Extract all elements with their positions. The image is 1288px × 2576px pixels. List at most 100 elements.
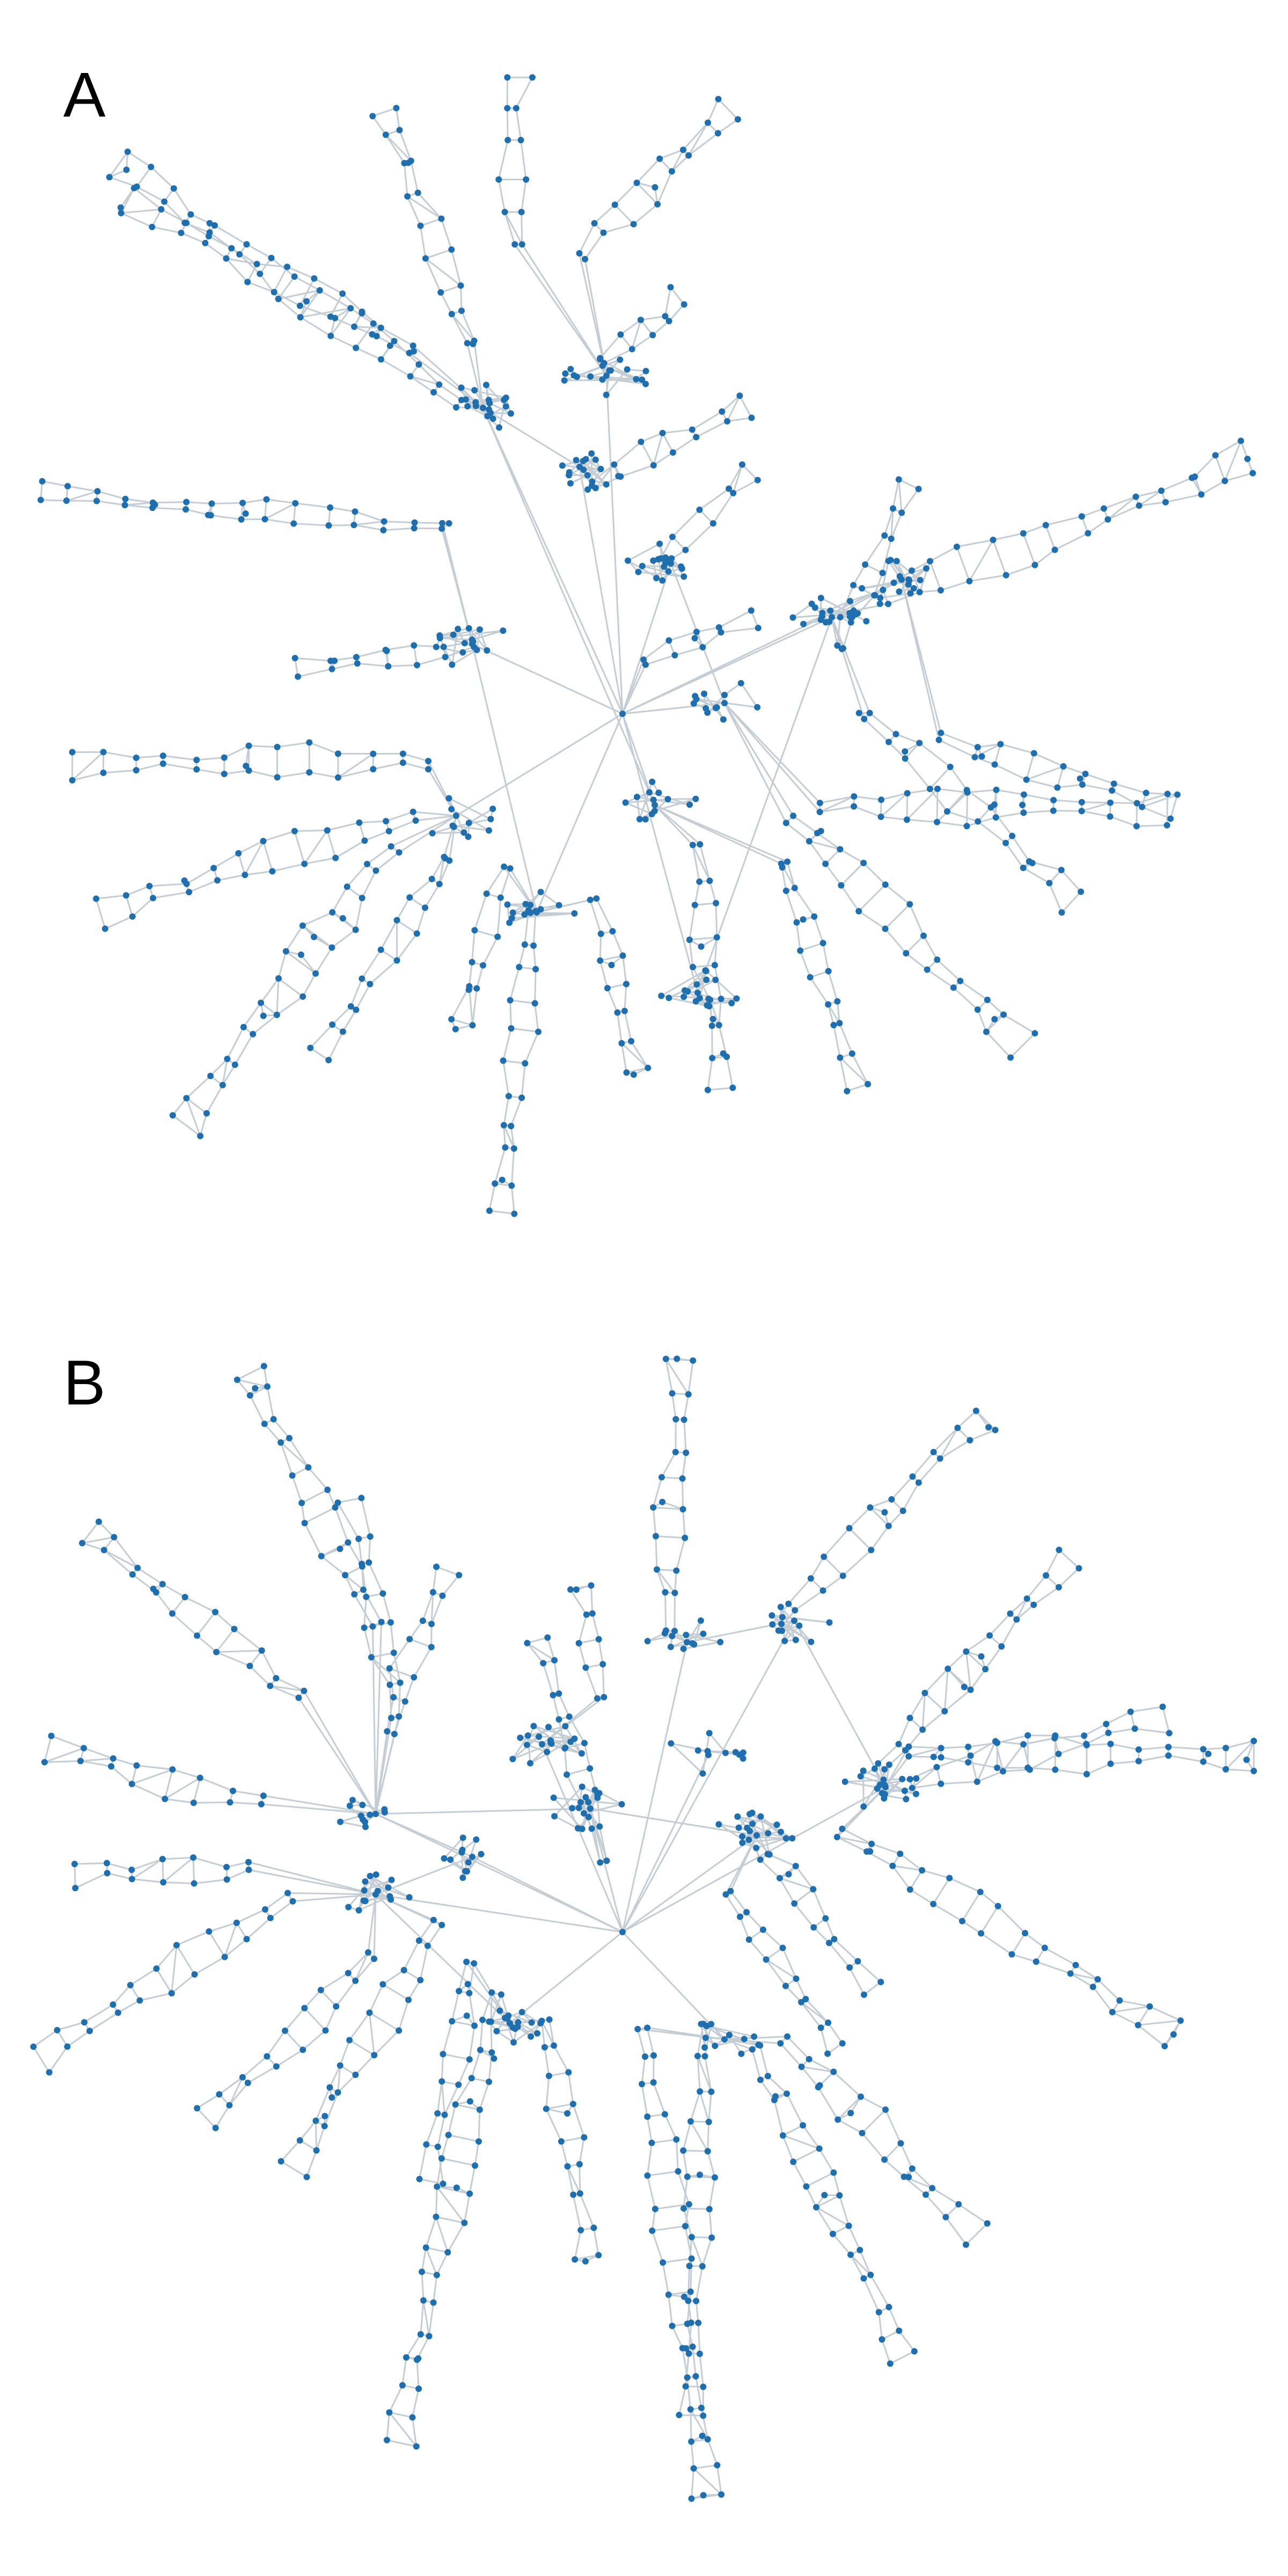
graph-edge <box>131 1858 163 1880</box>
graph-edge <box>990 807 1013 837</box>
graph-edge <box>941 1746 969 1749</box>
graph-node <box>243 1936 250 1943</box>
graph-edge <box>938 739 976 758</box>
graph-edge <box>911 2168 933 2189</box>
graph-edge <box>230 1801 261 1805</box>
graph-edge <box>1002 1768 1030 1772</box>
graph-node <box>577 2227 584 2234</box>
graph-node <box>471 1960 478 1967</box>
graph-edge <box>97 490 126 500</box>
graph-edge <box>933 1903 963 1922</box>
graph-edge <box>503 1125 506 1148</box>
graph-node <box>654 201 661 208</box>
graph-edge <box>518 944 526 968</box>
graph-edge <box>1081 801 1110 804</box>
graph-edge <box>244 840 264 875</box>
graph-node <box>926 785 933 792</box>
graph-edge <box>408 1620 424 1640</box>
graph-node <box>387 843 394 850</box>
graph-edge <box>655 1535 685 1539</box>
graph-node <box>882 2106 889 2113</box>
graph-edge <box>490 2022 493 2053</box>
graph-node <box>345 1539 352 1546</box>
graph-edge <box>304 857 336 865</box>
graph-node <box>583 1611 590 1618</box>
graph-edge <box>496 2030 514 2043</box>
graph-edge <box>636 158 661 184</box>
graph-node <box>46 2069 53 2076</box>
graph-node <box>260 1363 267 1370</box>
graph-node <box>599 376 606 383</box>
graph-node <box>531 1000 538 1007</box>
graph-edge <box>651 2230 664 2263</box>
graph-edge <box>901 579 942 734</box>
graph-edge <box>707 694 726 713</box>
graph-node <box>781 1637 788 1644</box>
graph-edge <box>451 649 478 665</box>
graph-node <box>471 387 478 394</box>
graph-edge <box>816 2194 840 2208</box>
graph-edge <box>692 964 715 968</box>
graph-edge <box>966 789 992 808</box>
graph-edge <box>832 1024 841 1058</box>
graph-edge <box>678 2386 686 2416</box>
graph-node <box>587 896 594 903</box>
graph-node <box>881 1766 888 1773</box>
graph-node <box>735 1824 742 1831</box>
graph-edge <box>273 1418 290 1439</box>
graph-edge <box>118 2000 141 2014</box>
graph-edge <box>213 852 239 869</box>
graph-edge <box>247 281 275 293</box>
graph-node <box>369 331 376 338</box>
graph-node <box>1060 763 1067 770</box>
graph-edge <box>624 1011 632 1042</box>
graph-node <box>1223 1745 1230 1752</box>
graph-edge <box>696 626 720 633</box>
graph-edge <box>372 323 395 342</box>
graph-edge <box>759 2079 775 2101</box>
graph-edge <box>687 2266 691 2301</box>
graph-edge <box>321 1548 341 1557</box>
graph-node <box>712 976 719 983</box>
graph-node <box>614 1009 621 1016</box>
graph-edge <box>278 977 304 998</box>
graph-edge <box>276 2049 304 2067</box>
graph-edge <box>895 733 920 744</box>
graph-node <box>329 1021 336 1028</box>
graph-node <box>114 2009 121 2016</box>
graph-edge <box>579 466 624 714</box>
graph-edge <box>949 766 968 791</box>
graph-edge <box>767 2075 788 2095</box>
graph-edge <box>1034 752 1064 767</box>
graph-edge <box>215 1628 235 1653</box>
graph-edge <box>553 1797 583 1829</box>
graph-edge <box>940 732 978 748</box>
graph-edge <box>441 2157 475 2167</box>
graph-edge <box>909 1870 923 1890</box>
graph-edge <box>765 1947 784 1960</box>
graph-node <box>258 1801 265 1807</box>
graph-edge <box>564 1748 568 1775</box>
graph-edge <box>425 258 462 287</box>
graph-edge <box>310 1024 333 1049</box>
graph-node <box>582 1794 589 1801</box>
graph-edge <box>1009 1598 1028 1614</box>
graph-edge <box>237 853 246 875</box>
graph-edge <box>668 631 697 641</box>
graph-node <box>857 2093 864 2100</box>
graph-node <box>593 895 600 902</box>
graph-node <box>428 1644 435 1651</box>
graph-edge <box>956 546 970 582</box>
graph-edge <box>890 2350 915 2365</box>
graph-edge <box>793 815 818 834</box>
graph-edge <box>1045 525 1056 551</box>
graph-node <box>971 753 978 760</box>
graph-edge <box>292 503 296 524</box>
graph-node <box>1146 2003 1153 2010</box>
graph-node <box>169 1766 176 1773</box>
graph-edge <box>511 1027 539 1033</box>
graph-node <box>419 1618 426 1624</box>
graph-edge <box>974 756 996 765</box>
graph-node <box>386 1665 393 1672</box>
graph-node <box>669 1390 676 1397</box>
